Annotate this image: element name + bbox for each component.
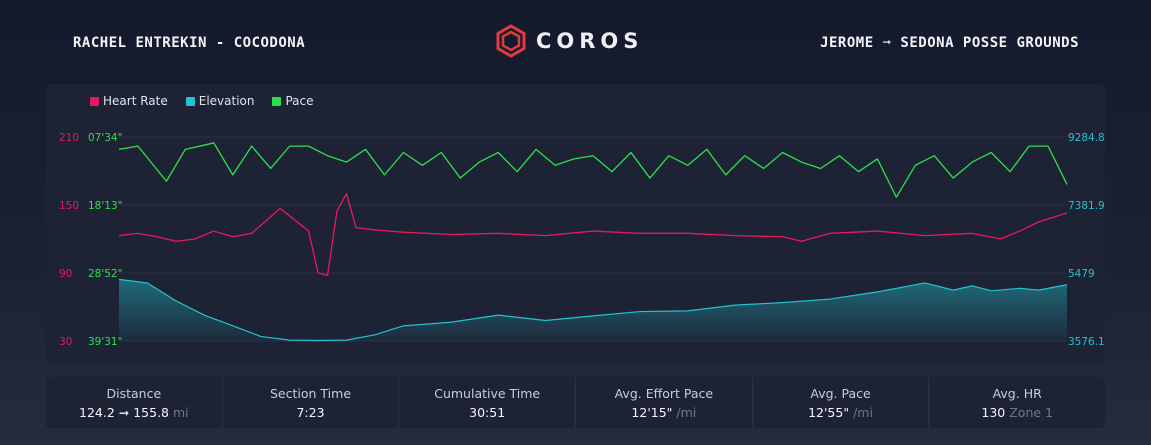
legend-heart-rate[interactable]: Heart Rate xyxy=(90,94,168,108)
coros-logo: COROS xyxy=(494,24,643,58)
stat-unit: /mi xyxy=(676,405,697,420)
stat-avg-hr: Avg. HR 130 Zone 1 xyxy=(929,377,1105,428)
stat-label: Avg. HR xyxy=(992,386,1042,401)
hr-tick-label: 150 xyxy=(59,200,80,212)
stat-value-row: 124.2 ➞ 155.8 mi xyxy=(46,405,222,420)
stat-label: Distance xyxy=(106,386,162,401)
hr-tick-label: 30 xyxy=(59,336,73,348)
stat-value-row: 130 Zone 1 xyxy=(929,405,1105,420)
stat-section-time: Section Time 7:23 xyxy=(223,377,400,428)
stat-value: 12'55" xyxy=(808,405,850,420)
logo-wordmark: COROS xyxy=(536,29,644,53)
heart-rate-line xyxy=(118,193,1068,276)
stat-value: 7:23 xyxy=(296,405,325,420)
legend-elevation[interactable]: Elevation xyxy=(185,94,255,108)
stat-cumulative-time: Cumulative Time 30:51 xyxy=(399,377,577,428)
legend-heart-rate-label: Heart Rate xyxy=(103,94,168,108)
stat-value-row: 30:51 xyxy=(399,405,575,420)
elevation-tick-label: 9284.8 xyxy=(1068,132,1105,144)
legend-pace-swatch xyxy=(272,96,282,106)
stat-value: 130 xyxy=(981,405,1006,420)
stat-unit: /mi xyxy=(853,405,873,420)
legend-pace-label: Pace xyxy=(285,94,314,108)
stats-bar: Distance 124.2 ➞ 155.8 mi Section Time 7… xyxy=(46,377,1105,428)
elevation-tick-label: 3576.1 xyxy=(1068,336,1105,348)
legend-heart-rate-swatch xyxy=(90,96,99,106)
hr-tick-label: 90 xyxy=(59,268,73,280)
elevation-line xyxy=(118,278,1068,342)
section-route-title: JEROME ➞ SEDONA POSSE GROUNDS xyxy=(820,35,1079,51)
stat-value: 30:51 xyxy=(469,405,506,420)
stat-value: 12'15" xyxy=(631,405,673,420)
elevation-tick-label: 7381.9 xyxy=(1068,200,1105,212)
stat-label: Section Time xyxy=(270,386,352,401)
legend-elevation-swatch xyxy=(185,96,195,106)
stat-label: Avg. Pace xyxy=(810,386,871,401)
stat-unit: mi xyxy=(173,405,189,420)
coros-hexagon-icon xyxy=(496,24,526,58)
pace-tick-label: 39'31" xyxy=(88,336,123,348)
stat-avg-pace: Avg. Pace 12'55" /mi xyxy=(753,377,930,428)
stat-avg-effort-pace: Avg. Effort Pace 12'15" /mi xyxy=(576,377,753,428)
stat-label: Avg. Effort Pace xyxy=(614,386,714,401)
legend-elevation-label: Elevation xyxy=(198,94,255,108)
elevation-area xyxy=(119,279,1067,341)
pace-tick-label: 18'13" xyxy=(88,200,123,212)
legend-pace[interactable]: Pace xyxy=(272,94,314,108)
pace-line xyxy=(118,142,1068,198)
athlete-event-title: RACHEL ENTREKIN - COCODONA xyxy=(73,35,306,51)
pace-tick-label: 07'34" xyxy=(88,132,123,144)
stat-value-row: 7:23 xyxy=(223,405,399,420)
stat-value-row: 12'15" /mi xyxy=(576,405,752,420)
stat-value: 124.2 ➞ 155.8 xyxy=(79,405,170,420)
hr-tick-label: 210 xyxy=(59,132,80,144)
stat-value-row: 12'55" /mi xyxy=(753,405,929,420)
elevation-tick-label: 5479 xyxy=(1068,268,1095,280)
stat-label: Cumulative Time xyxy=(434,386,541,401)
pace-tick-label: 28'52" xyxy=(88,268,123,280)
stat-unit: Zone 1 xyxy=(1009,405,1053,420)
stat-distance: Distance 124.2 ➞ 155.8 mi xyxy=(46,377,223,428)
chart-legend: Heart Rate Elevation Pace xyxy=(90,94,314,108)
